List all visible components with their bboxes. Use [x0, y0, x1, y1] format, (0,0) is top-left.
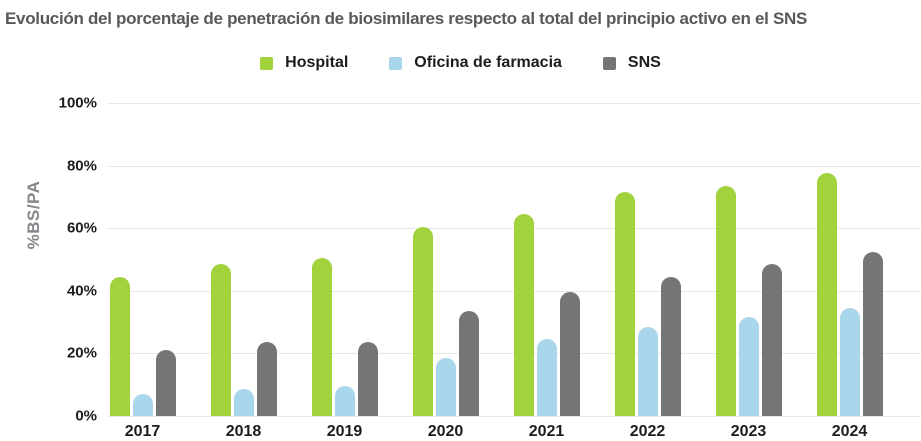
bar-sns-2018 — [256, 342, 277, 416]
y-tick-100: 100% — [58, 94, 97, 112]
bar-hospital-2020 — [412, 226, 433, 416]
legend-label-hospital: Hospital — [285, 54, 349, 71]
bar-sns-2024 — [862, 251, 883, 416]
bar-hospital-2023 — [715, 185, 736, 416]
x-label-2022: 2022 — [629, 423, 666, 440]
gridline-0 — [108, 416, 921, 417]
legend-marker-hospital — [260, 56, 274, 70]
y-tick-60: 60% — [66, 219, 97, 237]
plot-area: 2017 2018 2019 2020 2021 2022 2023 2024 — [108, 103, 921, 440]
legend-item-farmacia: Oficina de farmacia — [389, 54, 562, 72]
y-tick-20: 20% — [66, 344, 97, 362]
bar-farmacia-2020 — [435, 358, 456, 416]
bar-farmacia-2019 — [334, 386, 355, 416]
chart-legend: Hospital Oficina de farmacia SNS — [0, 54, 921, 72]
x-label-2024: 2024 — [831, 423, 868, 440]
y-tick-40: 40% — [66, 282, 97, 300]
bar-sns-2020 — [458, 311, 479, 416]
bar-farmacia-2021 — [536, 339, 557, 416]
x-label-2021: 2021 — [528, 423, 565, 440]
legend-marker-farmacia — [389, 56, 403, 70]
x-label-2019: 2019 — [326, 423, 363, 440]
bar-hospital-2019 — [311, 257, 332, 416]
bar-sns-2022 — [660, 276, 681, 416]
bar-farmacia-2024 — [839, 308, 860, 416]
bar-hospital-2018 — [210, 264, 231, 416]
gridline-100 — [108, 103, 921, 104]
legend-label-sns: SNS — [627, 54, 661, 71]
y-axis-ticks: 100% 80% 60% 40% 20% 0% — [0, 95, 97, 425]
bar-sns-2019 — [357, 342, 378, 416]
legend-marker-sns — [602, 56, 616, 70]
y-tick-80: 80% — [66, 157, 97, 175]
bar-hospital-2017 — [109, 276, 130, 416]
bar-farmacia-2023 — [738, 317, 759, 416]
bar-hospital-2022 — [614, 192, 635, 416]
y-tick-0: 0% — [75, 407, 97, 425]
x-label-2023: 2023 — [730, 423, 767, 440]
x-label-2018: 2018 — [225, 423, 262, 440]
x-label-2017: 2017 — [124, 423, 161, 440]
chart-title: Evolución del porcentaje de penetración … — [5, 9, 808, 28]
bar-sns-2021 — [559, 292, 580, 416]
legend-item-sns: SNS — [602, 54, 661, 72]
bar-farmacia-2018 — [233, 389, 254, 416]
gridline-80 — [108, 165, 921, 167]
bar-farmacia-2017 — [132, 394, 153, 416]
legend-label-farmacia: Oficina de farmacia — [414, 54, 562, 71]
bar-hospital-2021 — [513, 214, 534, 416]
bar-hospital-2024 — [816, 173, 837, 416]
x-label-2020: 2020 — [427, 423, 464, 440]
legend-item-hospital: Hospital — [260, 54, 348, 72]
bar-sns-2017 — [155, 350, 176, 416]
bar-sns-2023 — [761, 264, 782, 416]
bar-farmacia-2022 — [637, 326, 658, 416]
